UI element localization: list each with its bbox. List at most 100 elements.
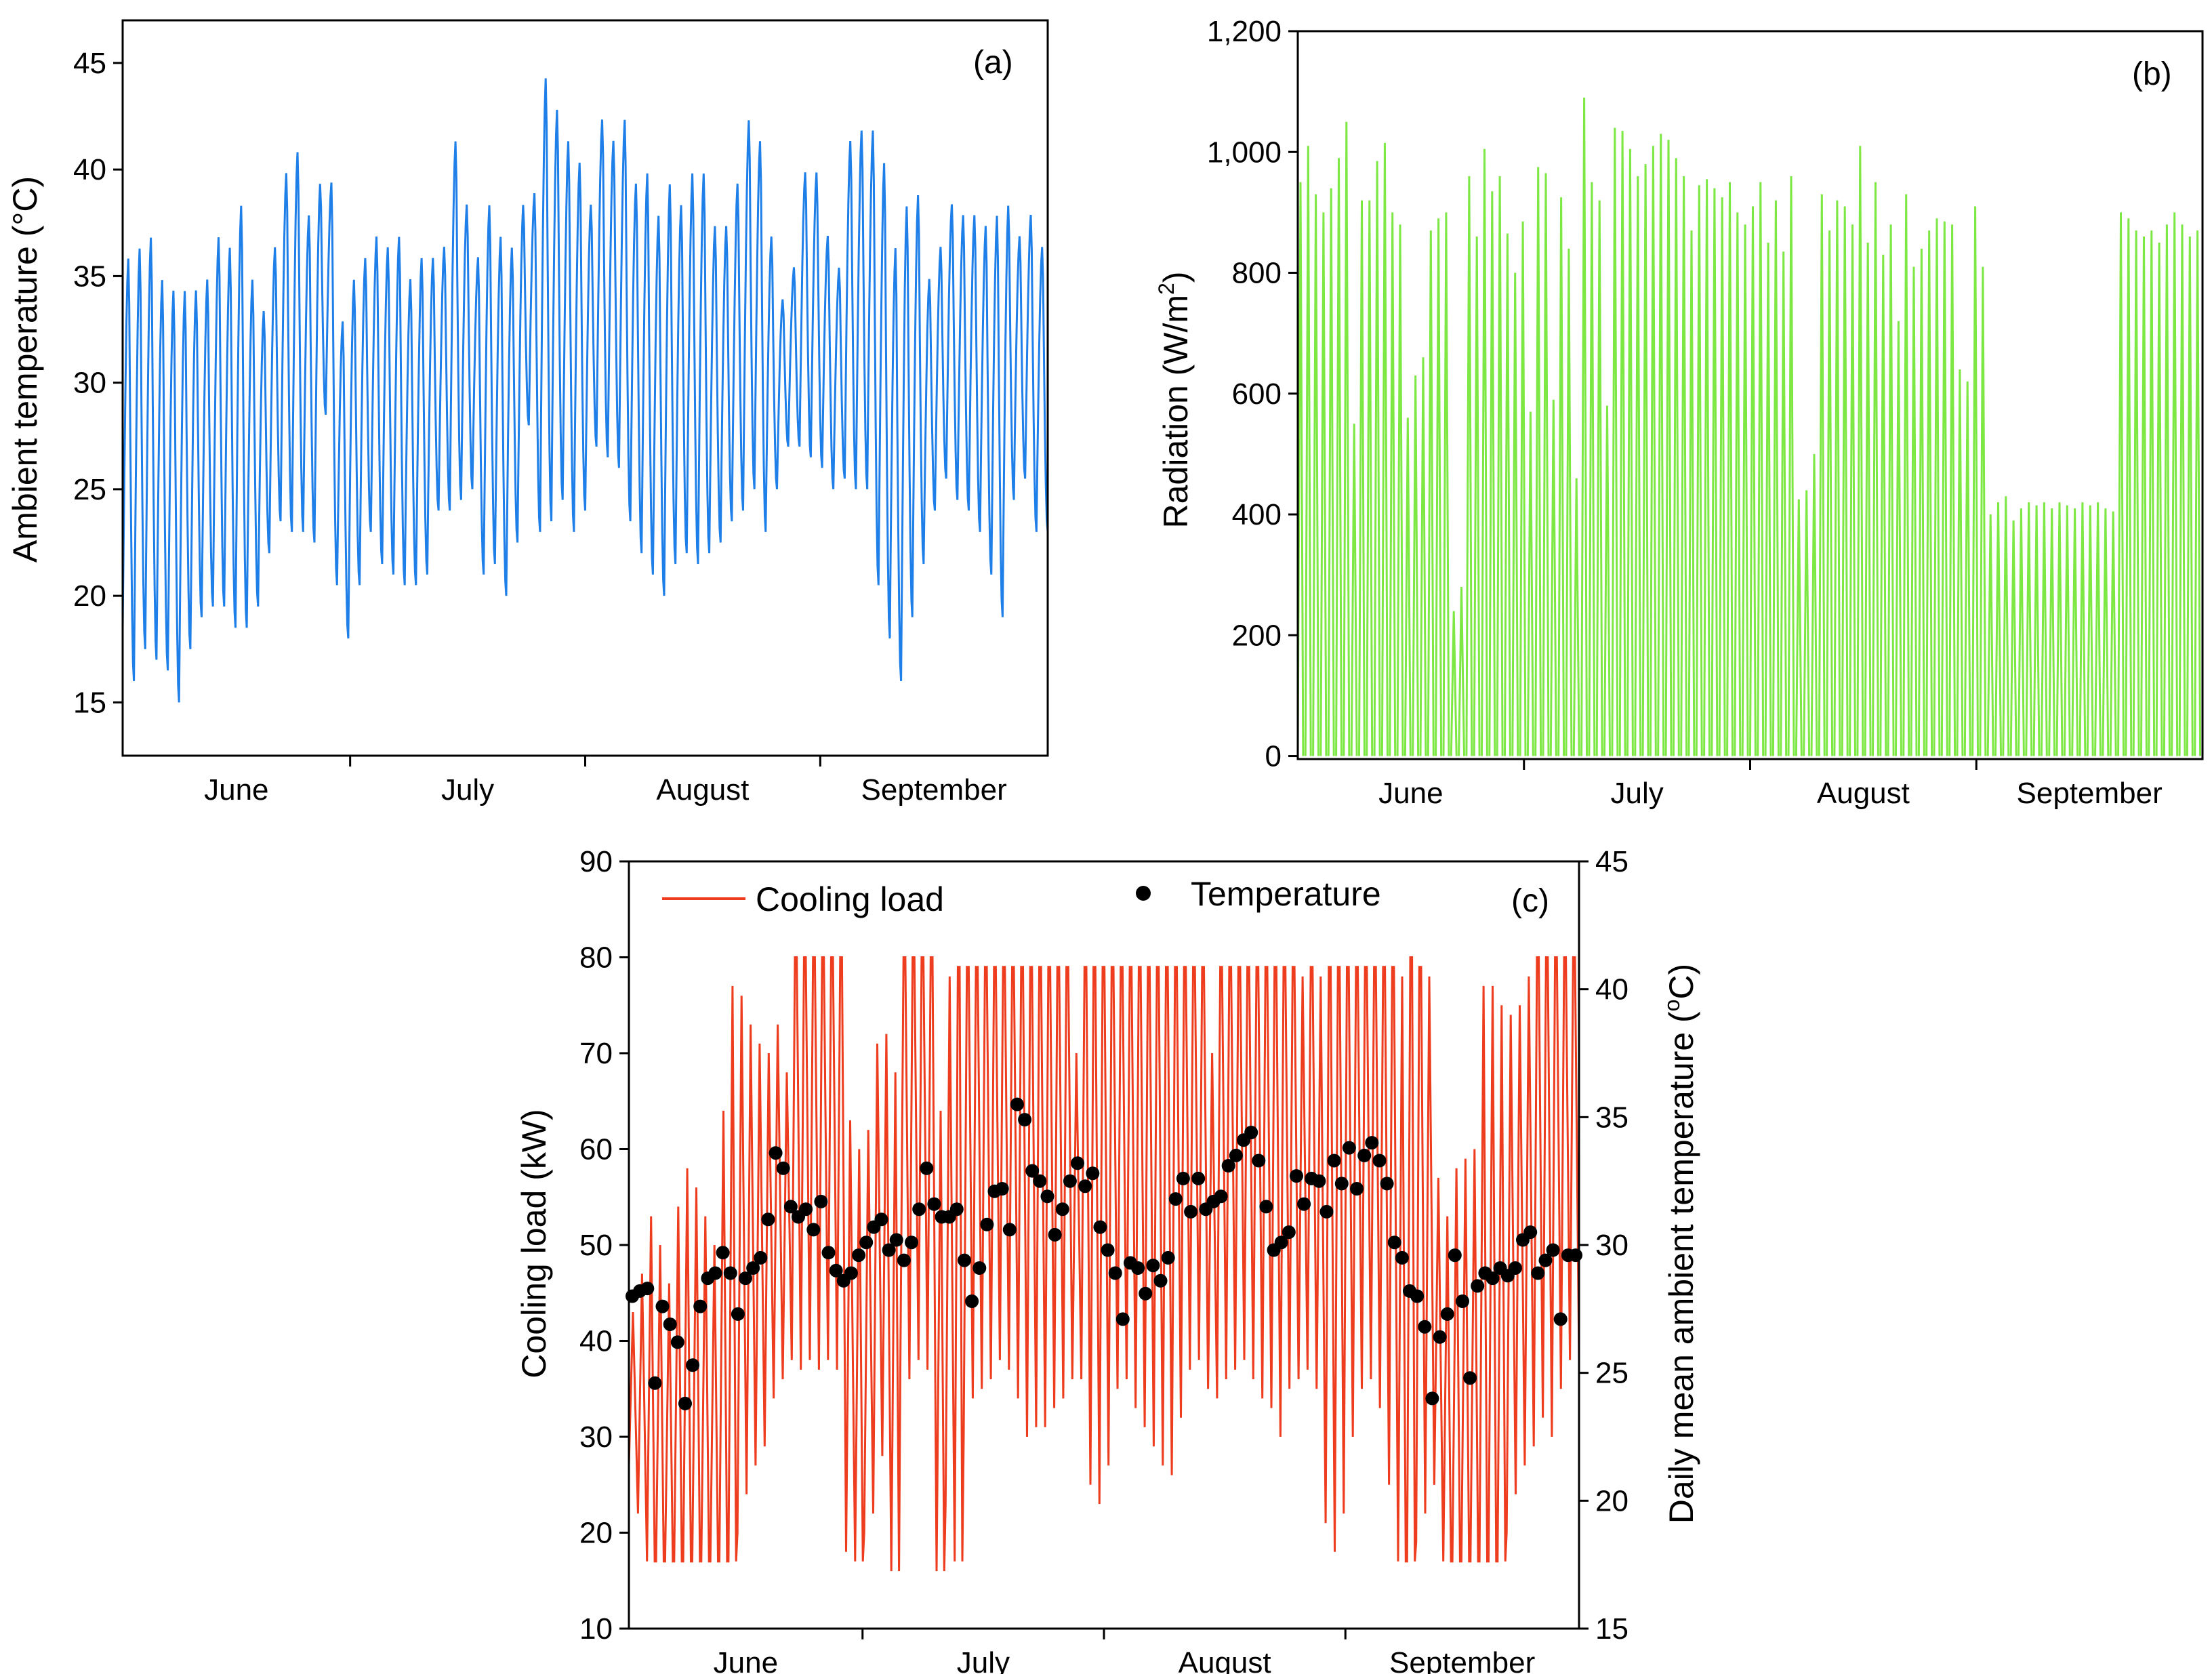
panel-b-x-label-june: June — [1378, 777, 1443, 810]
temperature-point — [1093, 1220, 1107, 1234]
temperature-point — [799, 1202, 813, 1217]
temperature-point — [1139, 1286, 1153, 1301]
temperature-point — [1184, 1204, 1198, 1219]
panel-c-plot — [626, 956, 1582, 1572]
temperature-point — [1380, 1177, 1394, 1191]
panel-c-y2-axis-title-tail: C) — [1662, 964, 1700, 1000]
panel-c-x-label-july: July — [957, 1646, 1010, 1674]
panel-c-y-tick-label-20: 20 — [579, 1517, 613, 1550]
temperature-point — [1372, 1154, 1387, 1168]
temperature-point — [814, 1194, 828, 1208]
temperature-point — [1191, 1171, 1206, 1185]
temperature-point — [1312, 1174, 1326, 1188]
panel-c-x-label-june: June — [714, 1646, 778, 1674]
temperature-point — [1342, 1141, 1356, 1155]
temperature-point — [746, 1261, 760, 1275]
panel-a-y-tick-label-15: 15 — [73, 686, 106, 719]
temperature-point — [1569, 1248, 1582, 1263]
temperature-point — [1463, 1371, 1477, 1385]
temperature-point — [739, 1271, 752, 1286]
panel-a-x-label-september: September — [861, 773, 1007, 807]
panel-c-y-tick-label-50: 50 — [579, 1229, 613, 1262]
panel-c-y-tick-label-60: 60 — [579, 1133, 613, 1166]
temperature-point — [905, 1236, 918, 1250]
temperature-point — [1168, 1192, 1183, 1206]
panel-c-y2-tick-label-20: 20 — [1595, 1484, 1629, 1517]
temperature-point — [1055, 1202, 1069, 1217]
temperature-point — [693, 1299, 708, 1313]
panel-b-y-tick-label-1000: 1,000 — [1207, 136, 1282, 169]
temperature-point — [1153, 1273, 1168, 1288]
panel-c-label: (c) — [1511, 883, 1549, 919]
panel-a: 15 20 25 30 35 40 45 June July August September (… — [6, 19, 1049, 807]
temperature-point — [965, 1294, 979, 1308]
temperature-point — [1086, 1166, 1100, 1181]
panel-c-y-tick-label-40: 40 — [579, 1325, 613, 1358]
temperature-point — [1395, 1250, 1409, 1265]
temperature-point — [1350, 1182, 1364, 1196]
temperature-point — [1115, 1312, 1130, 1326]
panel-c-y2-tick-label-40: 40 — [1595, 973, 1629, 1006]
temperature-point — [1131, 1261, 1145, 1275]
temperature-point — [1040, 1189, 1054, 1204]
temperature-point — [1161, 1250, 1175, 1265]
panel-b-y-tick-label-200: 200 — [1232, 619, 1282, 652]
temperature-point — [1259, 1200, 1273, 1214]
temperature-point — [1033, 1174, 1047, 1188]
legend-label-temperature: Temperature — [1191, 875, 1381, 913]
temperature-point — [980, 1217, 994, 1231]
temperature-point — [1108, 1266, 1122, 1280]
temperature-point — [1418, 1320, 1432, 1334]
temperature-point — [1546, 1243, 1560, 1257]
panel-b-x-ticks: June July August September — [1378, 759, 2163, 810]
temperature-point — [912, 1202, 926, 1217]
temperature-point — [1538, 1253, 1553, 1267]
panel-a-x-label-july: July — [441, 773, 494, 807]
temperature-point — [882, 1243, 896, 1257]
temperature-point — [1440, 1307, 1454, 1321]
panel-b: 0 200 400 600 800 1,000 1,200 June July August Se… — [1154, 15, 2204, 810]
temperature-point — [1078, 1179, 1092, 1193]
panel-b-y-tick-label-400: 400 — [1232, 498, 1282, 531]
temperature-point — [821, 1246, 836, 1260]
temperature-point — [1365, 1136, 1379, 1150]
temperature-point — [686, 1358, 700, 1372]
temperature-point — [1048, 1227, 1062, 1242]
temperature-point — [1531, 1266, 1545, 1280]
panel-a-x-ticks: June July August September — [204, 756, 1007, 807]
temperature-point — [769, 1146, 783, 1160]
temperature-point — [1448, 1248, 1462, 1263]
panel-a-x-label-august: August — [656, 773, 749, 807]
temperature-point — [754, 1250, 768, 1265]
panel-c-y-tick-label-70: 70 — [579, 1037, 613, 1070]
temperature-point — [1229, 1148, 1243, 1162]
temperature-point — [670, 1335, 684, 1349]
panel-c-x-label-september: September — [1389, 1646, 1535, 1674]
temperature-point — [1387, 1236, 1401, 1250]
legend-label-cooling-load: Cooling load — [756, 880, 944, 918]
panel-a-y-tick-label-20: 20 — [73, 579, 106, 613]
temperature-point — [776, 1161, 790, 1175]
temperature-point — [1319, 1204, 1334, 1219]
panel-b-x-label-august: August — [1817, 777, 1910, 810]
panel-c-y2-tick-label-45: 45 — [1595, 845, 1629, 878]
temperature-point — [761, 1212, 775, 1227]
temperature-point — [1063, 1174, 1077, 1188]
radiation-line — [1296, 97, 2202, 756]
panel-b-y-tick-label-1200: 1,200 — [1207, 15, 1282, 48]
temperature-point — [1425, 1391, 1439, 1406]
panel-c-y-tick-label-80: 80 — [579, 941, 613, 975]
temperature-point — [1471, 1279, 1485, 1293]
temperature-point — [806, 1223, 821, 1237]
panel-c-y-tick-label-90: 90 — [579, 845, 613, 878]
temperature-point — [1508, 1261, 1522, 1275]
panel-c-y2-axis-title-sup: o — [1660, 1000, 1684, 1012]
temperature-point — [655, 1299, 670, 1313]
temperature-point — [1553, 1312, 1568, 1326]
panel-c-y2-tick-label-25: 25 — [1595, 1357, 1629, 1390]
temperature-point — [897, 1253, 911, 1267]
temperature-point — [844, 1266, 858, 1280]
panel-b-label: (b) — [2132, 56, 2172, 92]
panel-c-y2-tick-label-30: 30 — [1595, 1229, 1629, 1262]
